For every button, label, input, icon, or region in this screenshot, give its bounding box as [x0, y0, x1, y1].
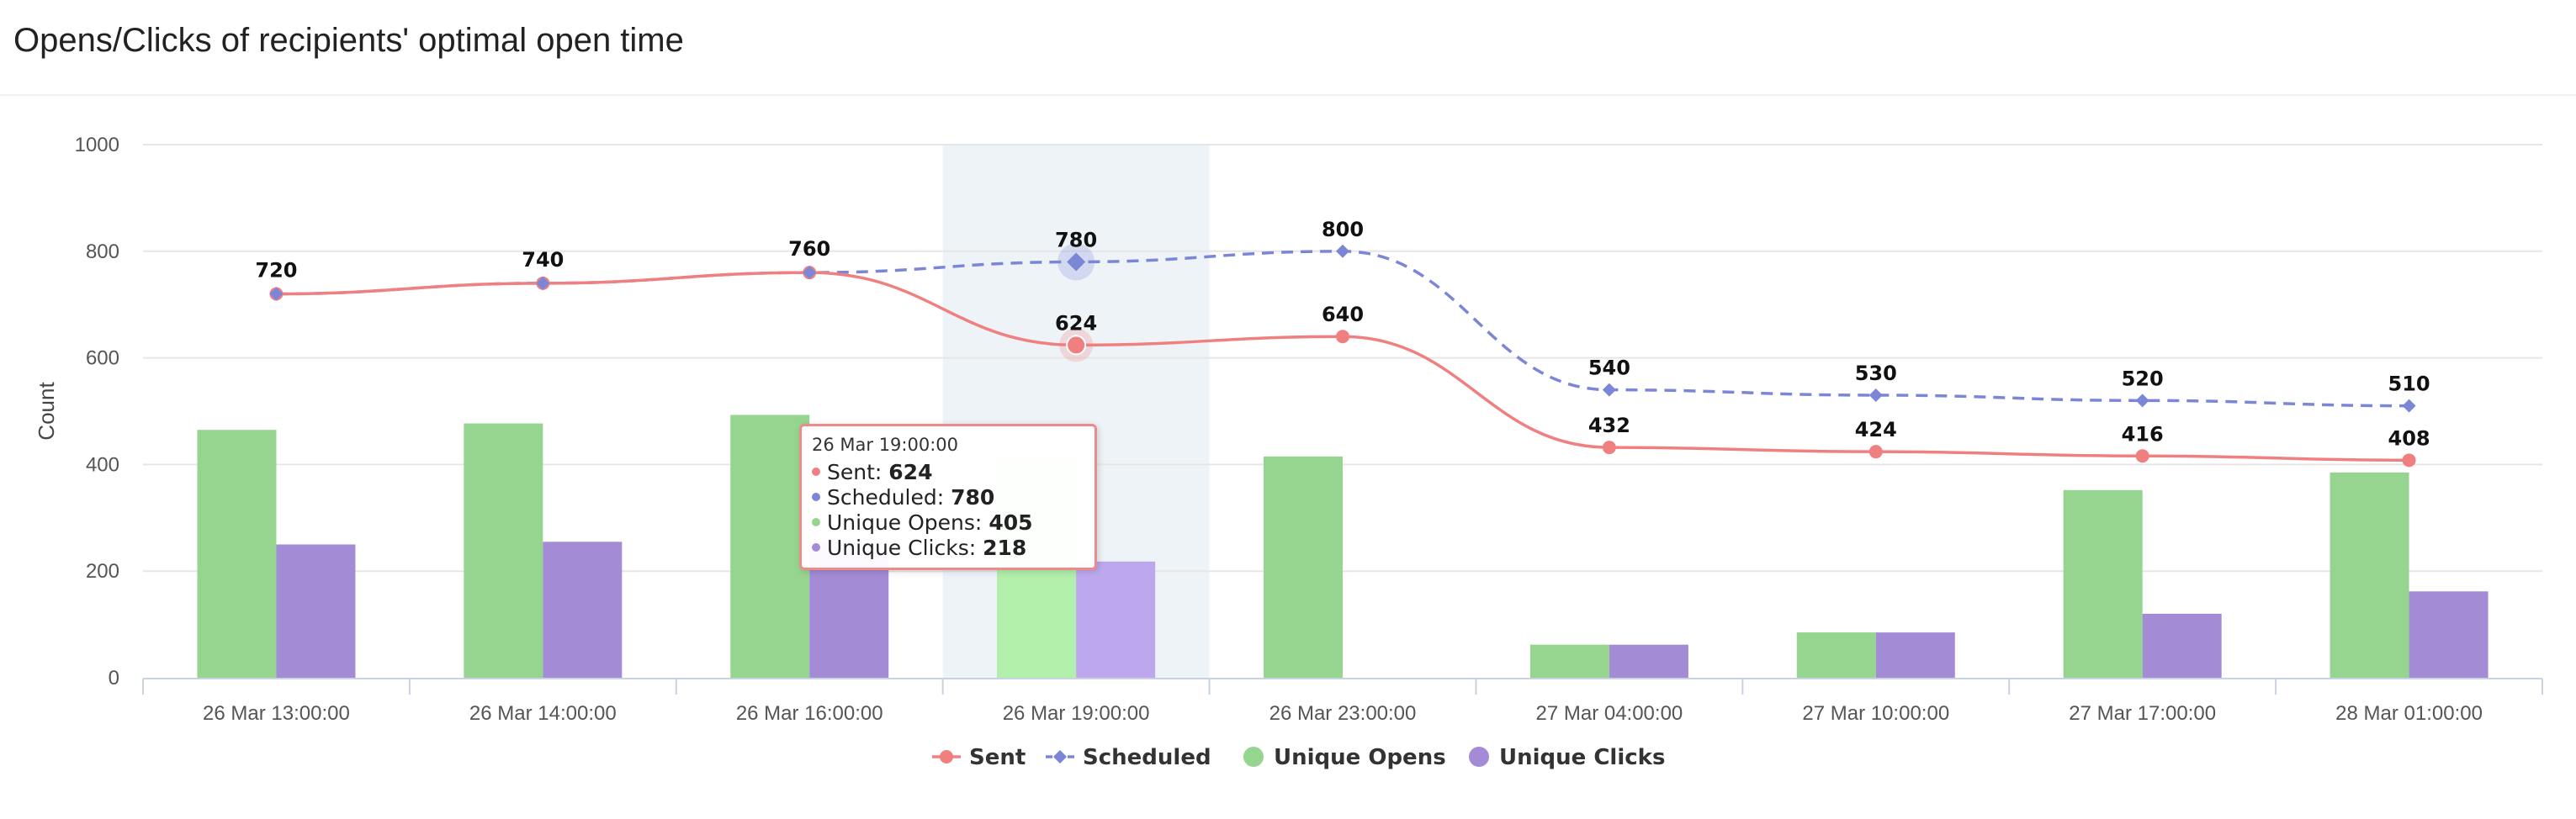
combo-chart: 0 200 400 600 800 1000 Count 26 Mar 13:00:00 26 …: [34, 134, 2543, 770]
scheduled-data-label: 780: [1055, 228, 1097, 251]
chart-title: Opens/Clicks of recipients' optimal open…: [13, 22, 684, 59]
sent-data-label: 408: [2388, 426, 2430, 450]
scheduled-dot-icon: [812, 493, 820, 501]
x-tick-label: 26 Mar 13:00:00: [203, 702, 350, 725]
y-tick-label: 0: [109, 667, 119, 690]
sent-marker: [2135, 449, 2149, 463]
bar-unique-clicks: [1609, 644, 1688, 678]
bar-unique-opens: [2330, 472, 2409, 678]
clicks-dot-icon: [812, 543, 820, 552]
bar-unique-clicks: [1875, 632, 1955, 678]
sent-data-label: 416: [2122, 422, 2164, 446]
scheduled-marker: [2402, 399, 2416, 413]
x-tick-label: 26 Mar 16:00:00: [736, 702, 883, 725]
scheduled-data-label: 510: [2388, 373, 2430, 396]
scheduled-data-label: 530: [1855, 362, 1897, 385]
bar-unique-opens: [1796, 632, 1876, 678]
bar-unique-clicks: [2142, 613, 2222, 678]
legend-item-clicks: Unique Clicks: [1499, 745, 1665, 770]
legend-opens-dot-icon: [1243, 747, 1264, 767]
bar-unique-clicks: [543, 542, 623, 678]
scheduled-marker: [269, 287, 284, 301]
bar-unique-clicks: [276, 544, 356, 678]
tooltip-header: 26 Mar 19:00:00: [812, 435, 959, 455]
x-tick-label: 27 Mar 17:00:00: [2069, 702, 2216, 725]
sent-dot-icon: [812, 468, 820, 476]
legend-item-scheduled: Scheduled: [1083, 745, 1211, 770]
tooltip-row-clicks: Unique Clicks: 218: [812, 536, 1084, 561]
x-tick-label: 26 Mar 23:00:00: [1269, 702, 1417, 725]
legend-clicks-dot-icon: [1469, 747, 1489, 767]
sent-data-label: 432: [1588, 414, 1630, 437]
scheduled-marker: [1067, 252, 1086, 272]
y-tick-label: 1000: [75, 134, 119, 156]
sent-marker: [1336, 330, 1349, 344]
line-scheduled: [276, 250, 2409, 408]
legend-item-sent: Sent: [969, 745, 1026, 770]
sent-marker: [1602, 441, 1616, 455]
chart-header: Opens/Clicks of recipients' optimal open…: [0, 0, 2576, 96]
tooltip-row-scheduled: Scheduled: 780: [812, 485, 1084, 510]
y-tick-label: 200: [86, 560, 119, 583]
sent-marker: [1066, 335, 1087, 356]
opens-dot-icon: [812, 518, 820, 526]
bar-unique-opens: [197, 430, 277, 678]
scheduled-data-label: 540: [1588, 357, 1630, 380]
sent-data-label: 740: [522, 248, 564, 272]
sent-data-label: 760: [788, 237, 830, 261]
x-tick-label: 26 Mar 19:00:00: [1003, 702, 1150, 725]
scheduled-marker: [1336, 244, 1349, 258]
x-tick-label: 27 Mar 10:00:00: [1802, 702, 1949, 725]
tooltip-row-sent: Sent: 624: [812, 460, 1084, 485]
sent-data-label: 640: [1322, 303, 1364, 326]
scheduled-marker: [2135, 394, 2149, 408]
scheduled-marker: [536, 276, 550, 290]
bar-unique-opens: [2063, 489, 2143, 678]
tooltip-row-opens: Unique Opens: 405: [812, 510, 1084, 536]
x-tick-label: 28 Mar 01:00:00: [2335, 702, 2483, 725]
bar-unique-clicks: [1076, 561, 1156, 678]
sent-data-label: 424: [1855, 418, 1897, 441]
chart-tooltip: 26 Mar 19:00:00 Sent: 624 Scheduled: 780…: [799, 424, 1097, 570]
y-tick-label: 400: [86, 453, 119, 476]
y-tick-label: 600: [86, 347, 119, 370]
y-axis-label: Count: [34, 382, 59, 441]
sent-data-label: 720: [255, 259, 297, 283]
legend-scheduled-marker-icon: [1053, 750, 1067, 764]
sent-marker: [1868, 445, 1883, 459]
bar-unique-opens: [464, 423, 543, 678]
x-tick-label: 27 Mar 04:00:00: [1535, 702, 1683, 725]
sent-data-label: 624: [1055, 311, 1097, 335]
bar-unique-opens: [1529, 644, 1609, 678]
scheduled-data-label: 800: [1322, 218, 1364, 241]
bar-unique-clicks: [2409, 591, 2489, 678]
legend-item-opens: Unique Opens: [1274, 745, 1446, 770]
bar-unique-opens: [730, 415, 810, 678]
scheduled-data-label: 520: [2122, 367, 2164, 390]
sent-marker: [2402, 453, 2416, 468]
y-tick-label: 800: [86, 240, 119, 263]
line-sent: [276, 271, 2409, 462]
scheduled-marker: [1602, 383, 1616, 397]
legend-sent-marker-icon: [940, 750, 953, 764]
scheduled-marker: [803, 266, 817, 280]
scheduled-marker: [1868, 388, 1883, 402]
x-tick-label: 26 Mar 14:00:00: [469, 702, 617, 725]
bar-unique-opens: [1264, 456, 1343, 678]
